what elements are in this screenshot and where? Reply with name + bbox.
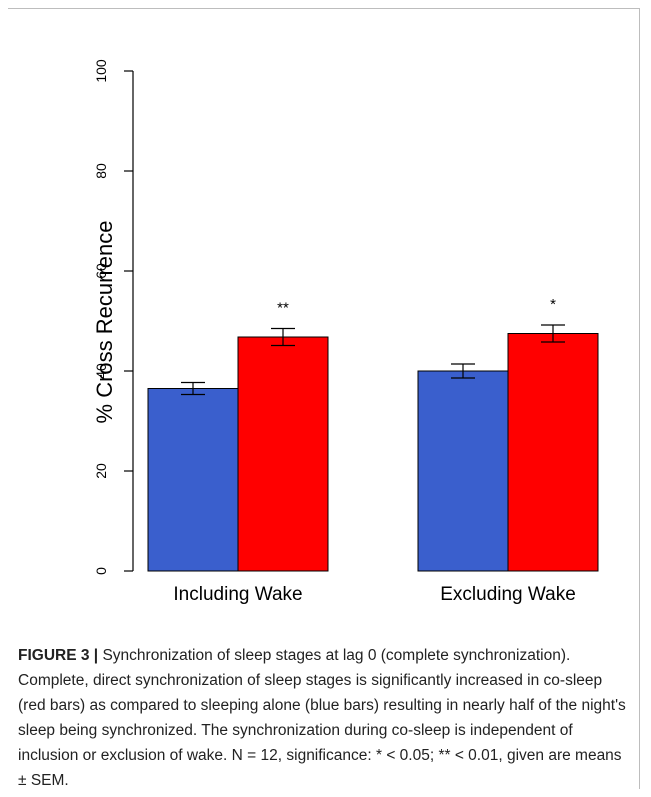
y-tick-label-5: 100: [93, 59, 109, 83]
y-axis: 0 20 40 60 80 100: [93, 59, 134, 575]
caption-text: Synchronization of sleep stages at lag 0…: [18, 647, 626, 789]
figure-frame: [8, 8, 640, 789]
bar-0-1: [237, 336, 329, 572]
figure-caption: FIGURE 3 | Synchronization of sleep stag…: [18, 643, 628, 793]
y-tick-label-3: 60: [93, 263, 109, 279]
x-tick-label-1: Excluding Wake: [440, 584, 576, 605]
significance-marker-0: **: [277, 300, 289, 317]
bars-group: ** *: [147, 296, 599, 572]
bar-1-1: [507, 333, 599, 572]
y-tick-label-4: 80: [93, 163, 109, 179]
x-axis-labels: Including Wake Excluding Wake: [173, 584, 575, 605]
y-tick-label-0: 0: [93, 567, 109, 575]
bar-0-0: [147, 388, 239, 572]
x-tick-label-0: Including Wake: [173, 584, 302, 605]
y-axis-label: % Cross Recurrence: [92, 221, 117, 424]
bar-1-0: [417, 370, 509, 572]
y-tick-label-2: 40: [93, 363, 109, 379]
y-tick-label-1: 20: [93, 463, 109, 479]
significance-marker-1: *: [550, 296, 556, 313]
caption-label: FIGURE 3 |: [18, 647, 99, 664]
